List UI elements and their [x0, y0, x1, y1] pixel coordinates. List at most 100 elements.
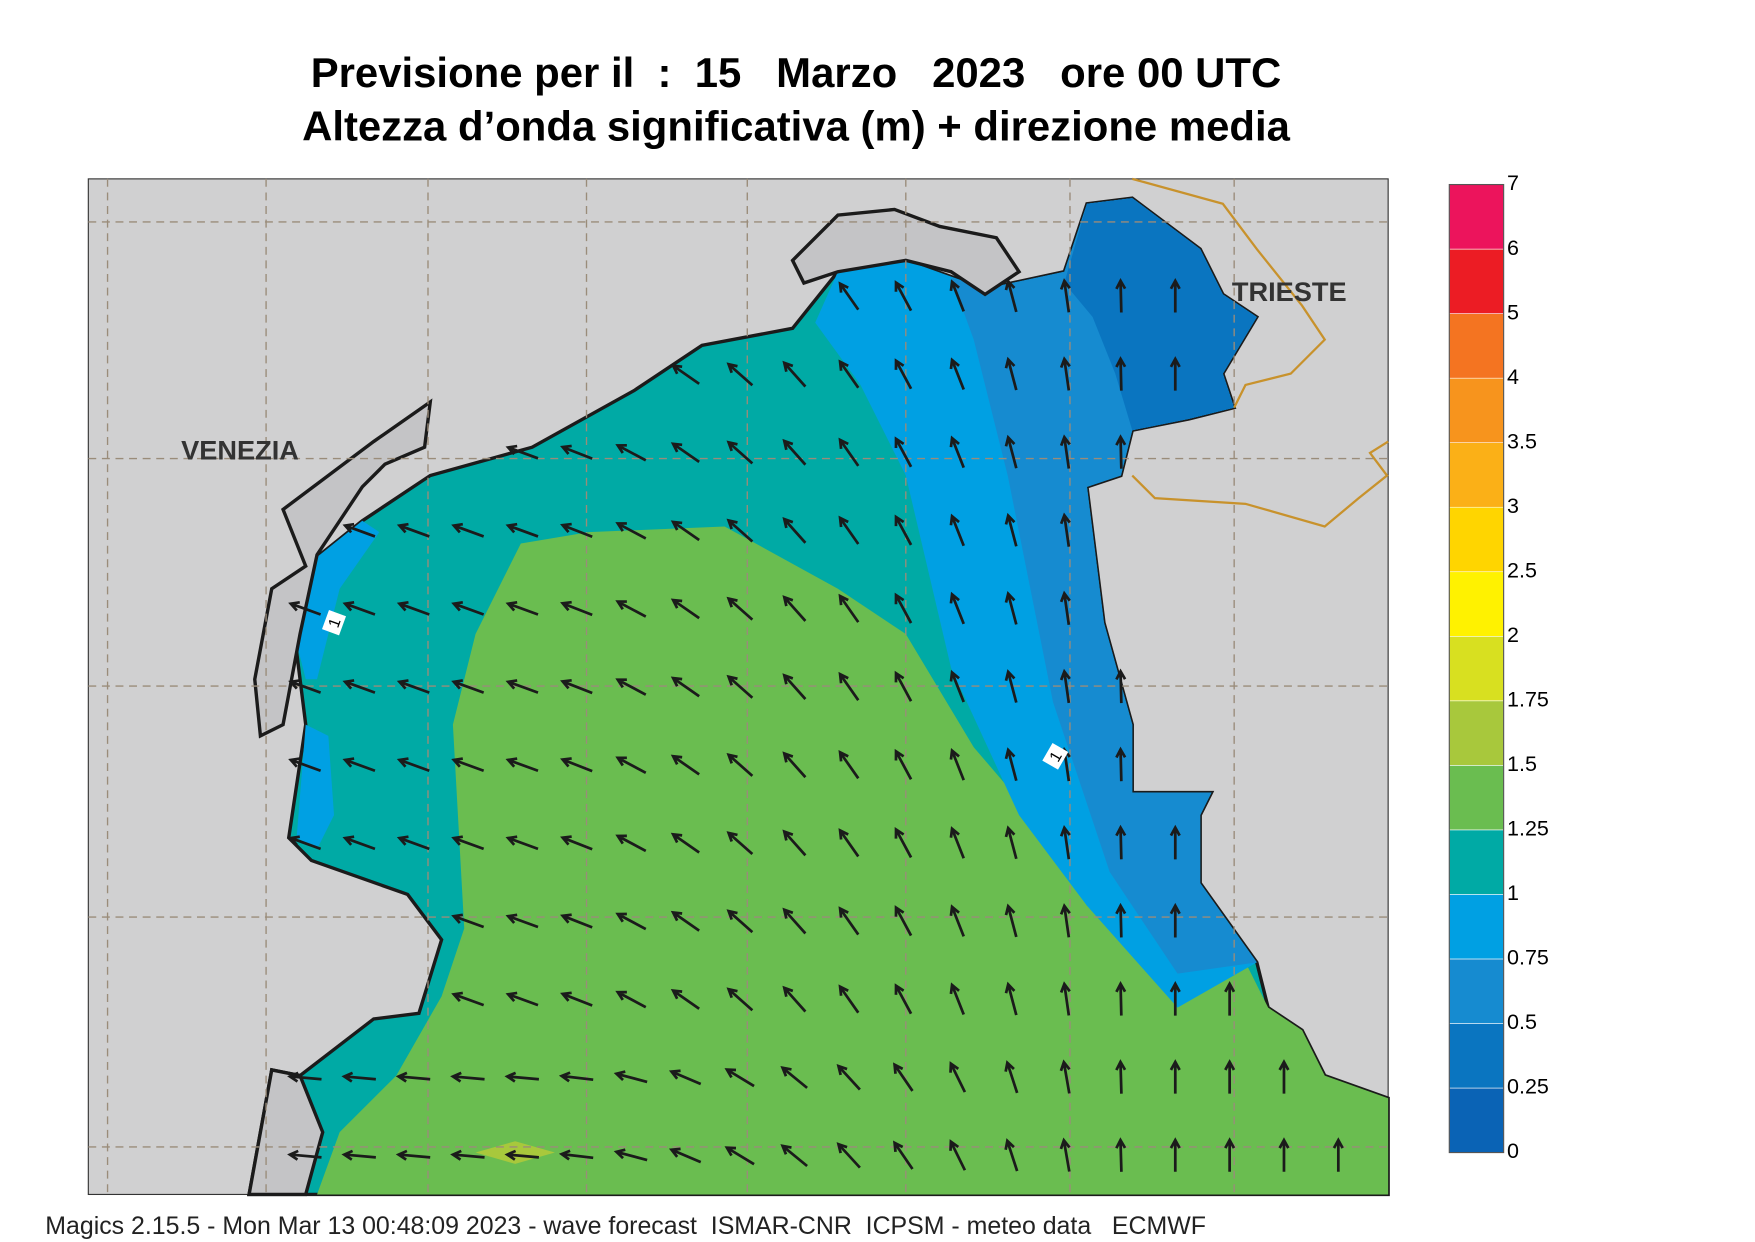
- arrow: [726, 674, 754, 699]
- arrow: [451, 679, 485, 694]
- colorbar-tick-label: 3: [1507, 494, 1519, 518]
- coastline-south: [247, 1067, 325, 1197]
- arrow: [1059, 356, 1071, 391]
- arrow: [1115, 277, 1127, 313]
- arrow: [1059, 278, 1071, 313]
- arrow: [1004, 669, 1018, 703]
- arrow: [949, 669, 965, 703]
- arrow: [780, 1144, 808, 1168]
- arrow: [558, 1071, 594, 1083]
- arrow: [949, 982, 965, 1015]
- arrow: [894, 905, 913, 937]
- arrow: [726, 440, 754, 465]
- arrow: [838, 359, 860, 389]
- colorbar-tick-label: 3.5: [1507, 429, 1537, 453]
- arrow: [726, 987, 754, 1012]
- arrow: [505, 600, 539, 616]
- arrow: [670, 442, 700, 464]
- arrow: [782, 985, 807, 1013]
- arrow: [1169, 1137, 1181, 1172]
- arrow: [451, 522, 485, 538]
- colorbar-band: [1449, 765, 1504, 831]
- arrow: [949, 435, 965, 469]
- map: VENEZIA TRIESTE 1 1: [87, 177, 1390, 1197]
- arrow: [342, 600, 376, 616]
- arrow: [1169, 902, 1181, 938]
- arrow: [836, 1142, 861, 1169]
- arrow: [1004, 591, 1018, 625]
- arrow: [894, 280, 913, 312]
- arrow: [288, 600, 322, 616]
- arrow: [838, 750, 860, 780]
- arrow: [838, 515, 860, 545]
- arrow: [1115, 1059, 1127, 1094]
- arrow: [1169, 824, 1181, 860]
- colorbar-band: [1449, 958, 1504, 1024]
- arrow: [615, 600, 647, 618]
- arrow: [726, 518, 754, 543]
- arrow: [894, 358, 913, 390]
- arrow: [450, 1149, 485, 1161]
- colorbar-frame: [1448, 183, 1505, 1154]
- colorbar-band: [1449, 506, 1504, 573]
- arrow: [726, 831, 754, 856]
- arrow: [615, 756, 647, 775]
- arrow: [288, 679, 322, 694]
- colorbar-tick-label: 2: [1507, 623, 1519, 647]
- arrow: [949, 513, 965, 547]
- arrow: [615, 443, 647, 462]
- arrow: [1004, 278, 1018, 313]
- arrow: [505, 835, 539, 851]
- colorbar-tick-label: 2.5: [1507, 558, 1537, 582]
- arrow: [1059, 903, 1071, 938]
- arrow: [287, 1071, 322, 1083]
- colorbar-band: [1449, 894, 1504, 960]
- arrow: [396, 679, 430, 694]
- arrow: [1169, 356, 1181, 391]
- colorbar-tick-label: 6: [1507, 236, 1519, 260]
- arrow: [724, 1146, 755, 1166]
- arrow: [615, 912, 647, 931]
- arrow: [1059, 824, 1071, 860]
- arrow: [949, 904, 965, 937]
- arrow: [451, 835, 485, 851]
- arrow: [1059, 981, 1071, 1016]
- arrow: [670, 989, 700, 1010]
- arrow: [670, 520, 700, 542]
- arrow: [949, 591, 965, 625]
- arrow: [451, 757, 485, 773]
- arrow: [288, 835, 322, 851]
- arrow: [287, 1149, 322, 1161]
- arrow: [894, 827, 913, 859]
- colorbar-tick-label: 0.75: [1507, 946, 1549, 970]
- arrow: [396, 757, 430, 773]
- arrow: [1059, 668, 1071, 704]
- arrow: [838, 437, 860, 467]
- colorbar-band: [1449, 1023, 1504, 1089]
- arrow: [1059, 434, 1071, 469]
- arrow: [949, 279, 965, 312]
- arrow: [724, 1068, 755, 1088]
- arrow: [342, 679, 376, 694]
- arrow: [670, 676, 700, 698]
- sea-green: [317, 526, 1389, 1195]
- arrow: [782, 360, 807, 388]
- arrow: [560, 678, 593, 695]
- arrow: [450, 1071, 485, 1083]
- arrow: [894, 436, 913, 468]
- arrow: [1004, 825, 1018, 860]
- arrow: [782, 907, 807, 935]
- arrow: [288, 757, 322, 773]
- arrow: [341, 1071, 376, 1083]
- arrow: [670, 910, 700, 932]
- arrow: [782, 517, 807, 544]
- arrow: [505, 522, 539, 538]
- arrow: [504, 1149, 540, 1161]
- arrow: [1332, 1137, 1344, 1172]
- arrow: [1004, 1138, 1019, 1172]
- arrow: [451, 600, 485, 616]
- arrow: [1059, 512, 1071, 547]
- place-label: VENEZIA: [181, 435, 299, 466]
- arrow: [894, 748, 913, 780]
